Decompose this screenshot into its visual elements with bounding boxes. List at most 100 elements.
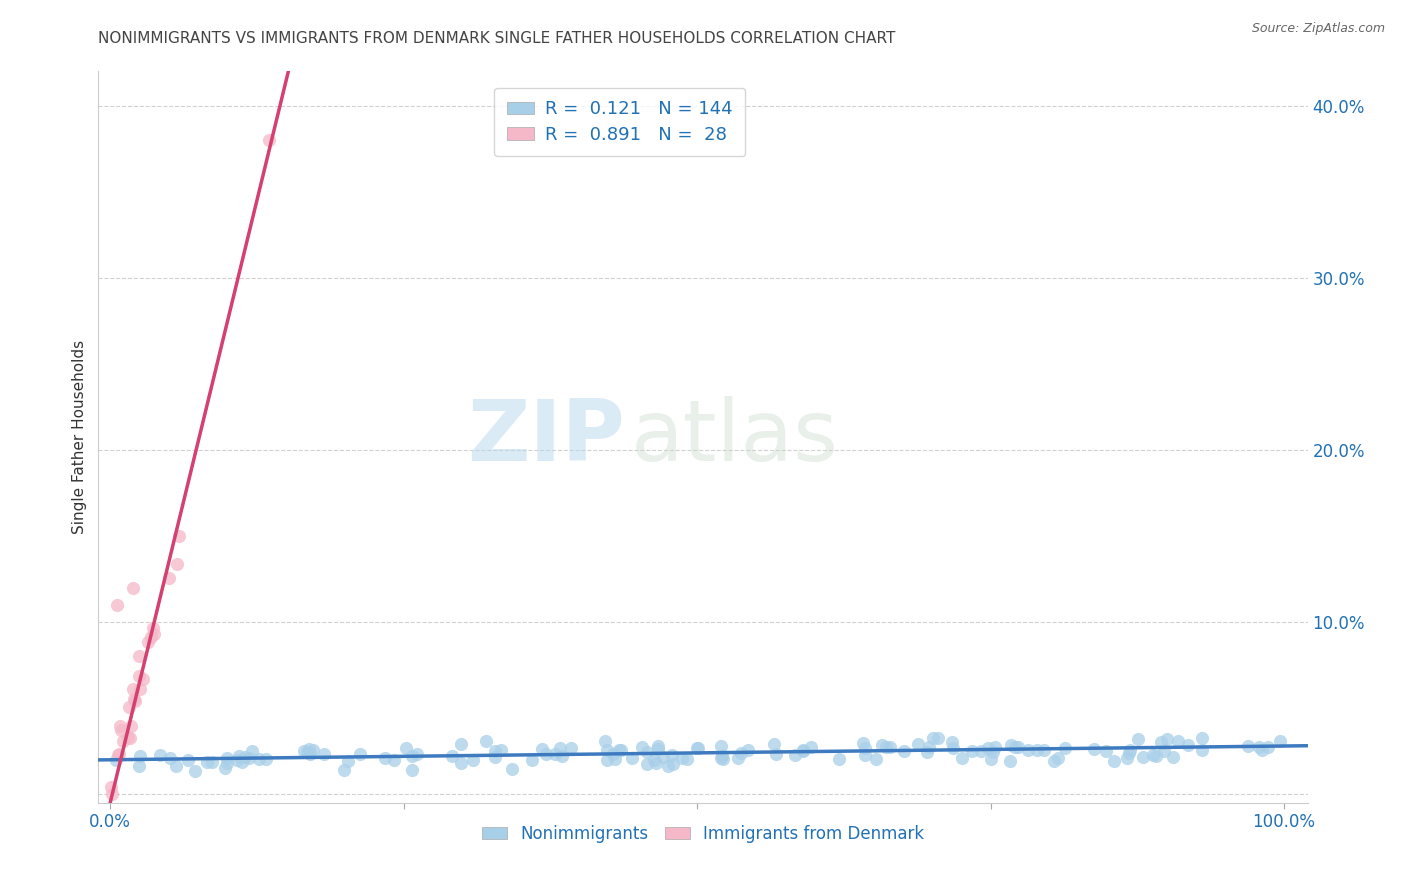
Point: [800, 739, 823, 754]
Point: [108, 747, 131, 761]
Point: [609, 742, 631, 756]
Point: [643, 753, 665, 767]
Point: [941, 735, 963, 749]
Point: [374, 751, 396, 765]
Point: [609, 743, 631, 757]
Point: [105, 753, 128, 767]
Point: [710, 739, 733, 753]
Point: [621, 751, 644, 765]
Point: [1007, 739, 1029, 754]
Point: [238, 751, 260, 765]
Point: [520, 753, 543, 767]
Point: [128, 759, 150, 773]
Point: [676, 752, 699, 766]
Point: [401, 763, 423, 777]
Point: [853, 741, 876, 756]
Point: [401, 748, 423, 763]
Point: [876, 740, 898, 755]
Point: [596, 753, 619, 767]
Point: [214, 760, 236, 774]
Point: [124, 694, 146, 708]
Point: [792, 744, 814, 758]
Point: [852, 736, 875, 750]
Point: [730, 746, 752, 760]
Point: [105, 598, 128, 612]
Point: [710, 751, 733, 765]
Point: [141, 630, 163, 644]
Point: [149, 747, 172, 762]
Point: [1132, 750, 1154, 764]
Point: [1142, 747, 1164, 762]
Point: [1043, 754, 1066, 768]
Point: [560, 740, 582, 755]
Text: atlas: atlas: [630, 395, 838, 479]
Point: [1004, 740, 1026, 755]
Point: [1191, 742, 1213, 756]
Point: [233, 750, 256, 764]
Text: Source: ZipAtlas.com: Source: ZipAtlas.com: [1251, 22, 1385, 36]
Point: [394, 741, 416, 756]
Point: [603, 752, 626, 766]
Point: [1268, 734, 1291, 748]
Point: [201, 755, 224, 769]
Point: [631, 740, 654, 755]
Point: [792, 743, 814, 757]
Point: [247, 752, 270, 766]
Point: [636, 757, 658, 772]
Point: [661, 748, 683, 763]
Point: [110, 723, 132, 737]
Point: [1251, 743, 1274, 757]
Point: [530, 742, 553, 756]
Point: [112, 733, 135, 747]
Point: [1144, 748, 1167, 763]
Point: [942, 741, 965, 756]
Point: [1161, 749, 1184, 764]
Point: [336, 754, 359, 768]
Point: [783, 747, 806, 762]
Point: [118, 699, 141, 714]
Point: [1237, 739, 1260, 754]
Point: [828, 751, 851, 765]
Point: [962, 744, 984, 758]
Point: [1118, 746, 1140, 760]
Point: [132, 672, 155, 686]
Point: [544, 747, 567, 762]
Point: [450, 756, 472, 771]
Y-axis label: Single Father Households: Single Father Households: [72, 340, 87, 534]
Text: NONIMMIGRANTS VS IMMIGRANTS FROM DENMARK SINGLE FATHER HOUSEHOLDS CORRELATION CH: NONIMMIGRANTS VS IMMIGRANTS FROM DENMARK…: [98, 31, 896, 46]
Point: [128, 681, 150, 696]
Point: [893, 744, 915, 758]
Point: [1083, 742, 1105, 756]
Point: [1115, 751, 1137, 765]
Point: [950, 750, 973, 764]
Point: [254, 751, 277, 765]
Point: [647, 739, 669, 753]
Point: [122, 581, 145, 595]
Point: [501, 762, 523, 776]
Point: [142, 621, 165, 635]
Point: [292, 744, 315, 758]
Point: [167, 528, 190, 542]
Point: [165, 759, 187, 773]
Point: [970, 744, 993, 758]
Point: [1033, 742, 1056, 756]
Point: [217, 751, 239, 765]
Point: [463, 753, 485, 767]
Point: [1054, 740, 1077, 755]
Point: [122, 682, 145, 697]
Point: [981, 745, 1004, 759]
Point: [657, 759, 679, 773]
Point: [195, 755, 218, 769]
Point: [662, 756, 685, 771]
Point: [117, 730, 139, 744]
Point: [1156, 731, 1178, 746]
Point: [688, 741, 710, 756]
Point: [737, 742, 759, 756]
Point: [534, 747, 557, 762]
Point: [1046, 751, 1069, 765]
Point: [177, 753, 200, 767]
Point: [686, 740, 709, 755]
Point: [927, 731, 949, 745]
Point: [107, 747, 129, 762]
Point: [298, 747, 321, 761]
